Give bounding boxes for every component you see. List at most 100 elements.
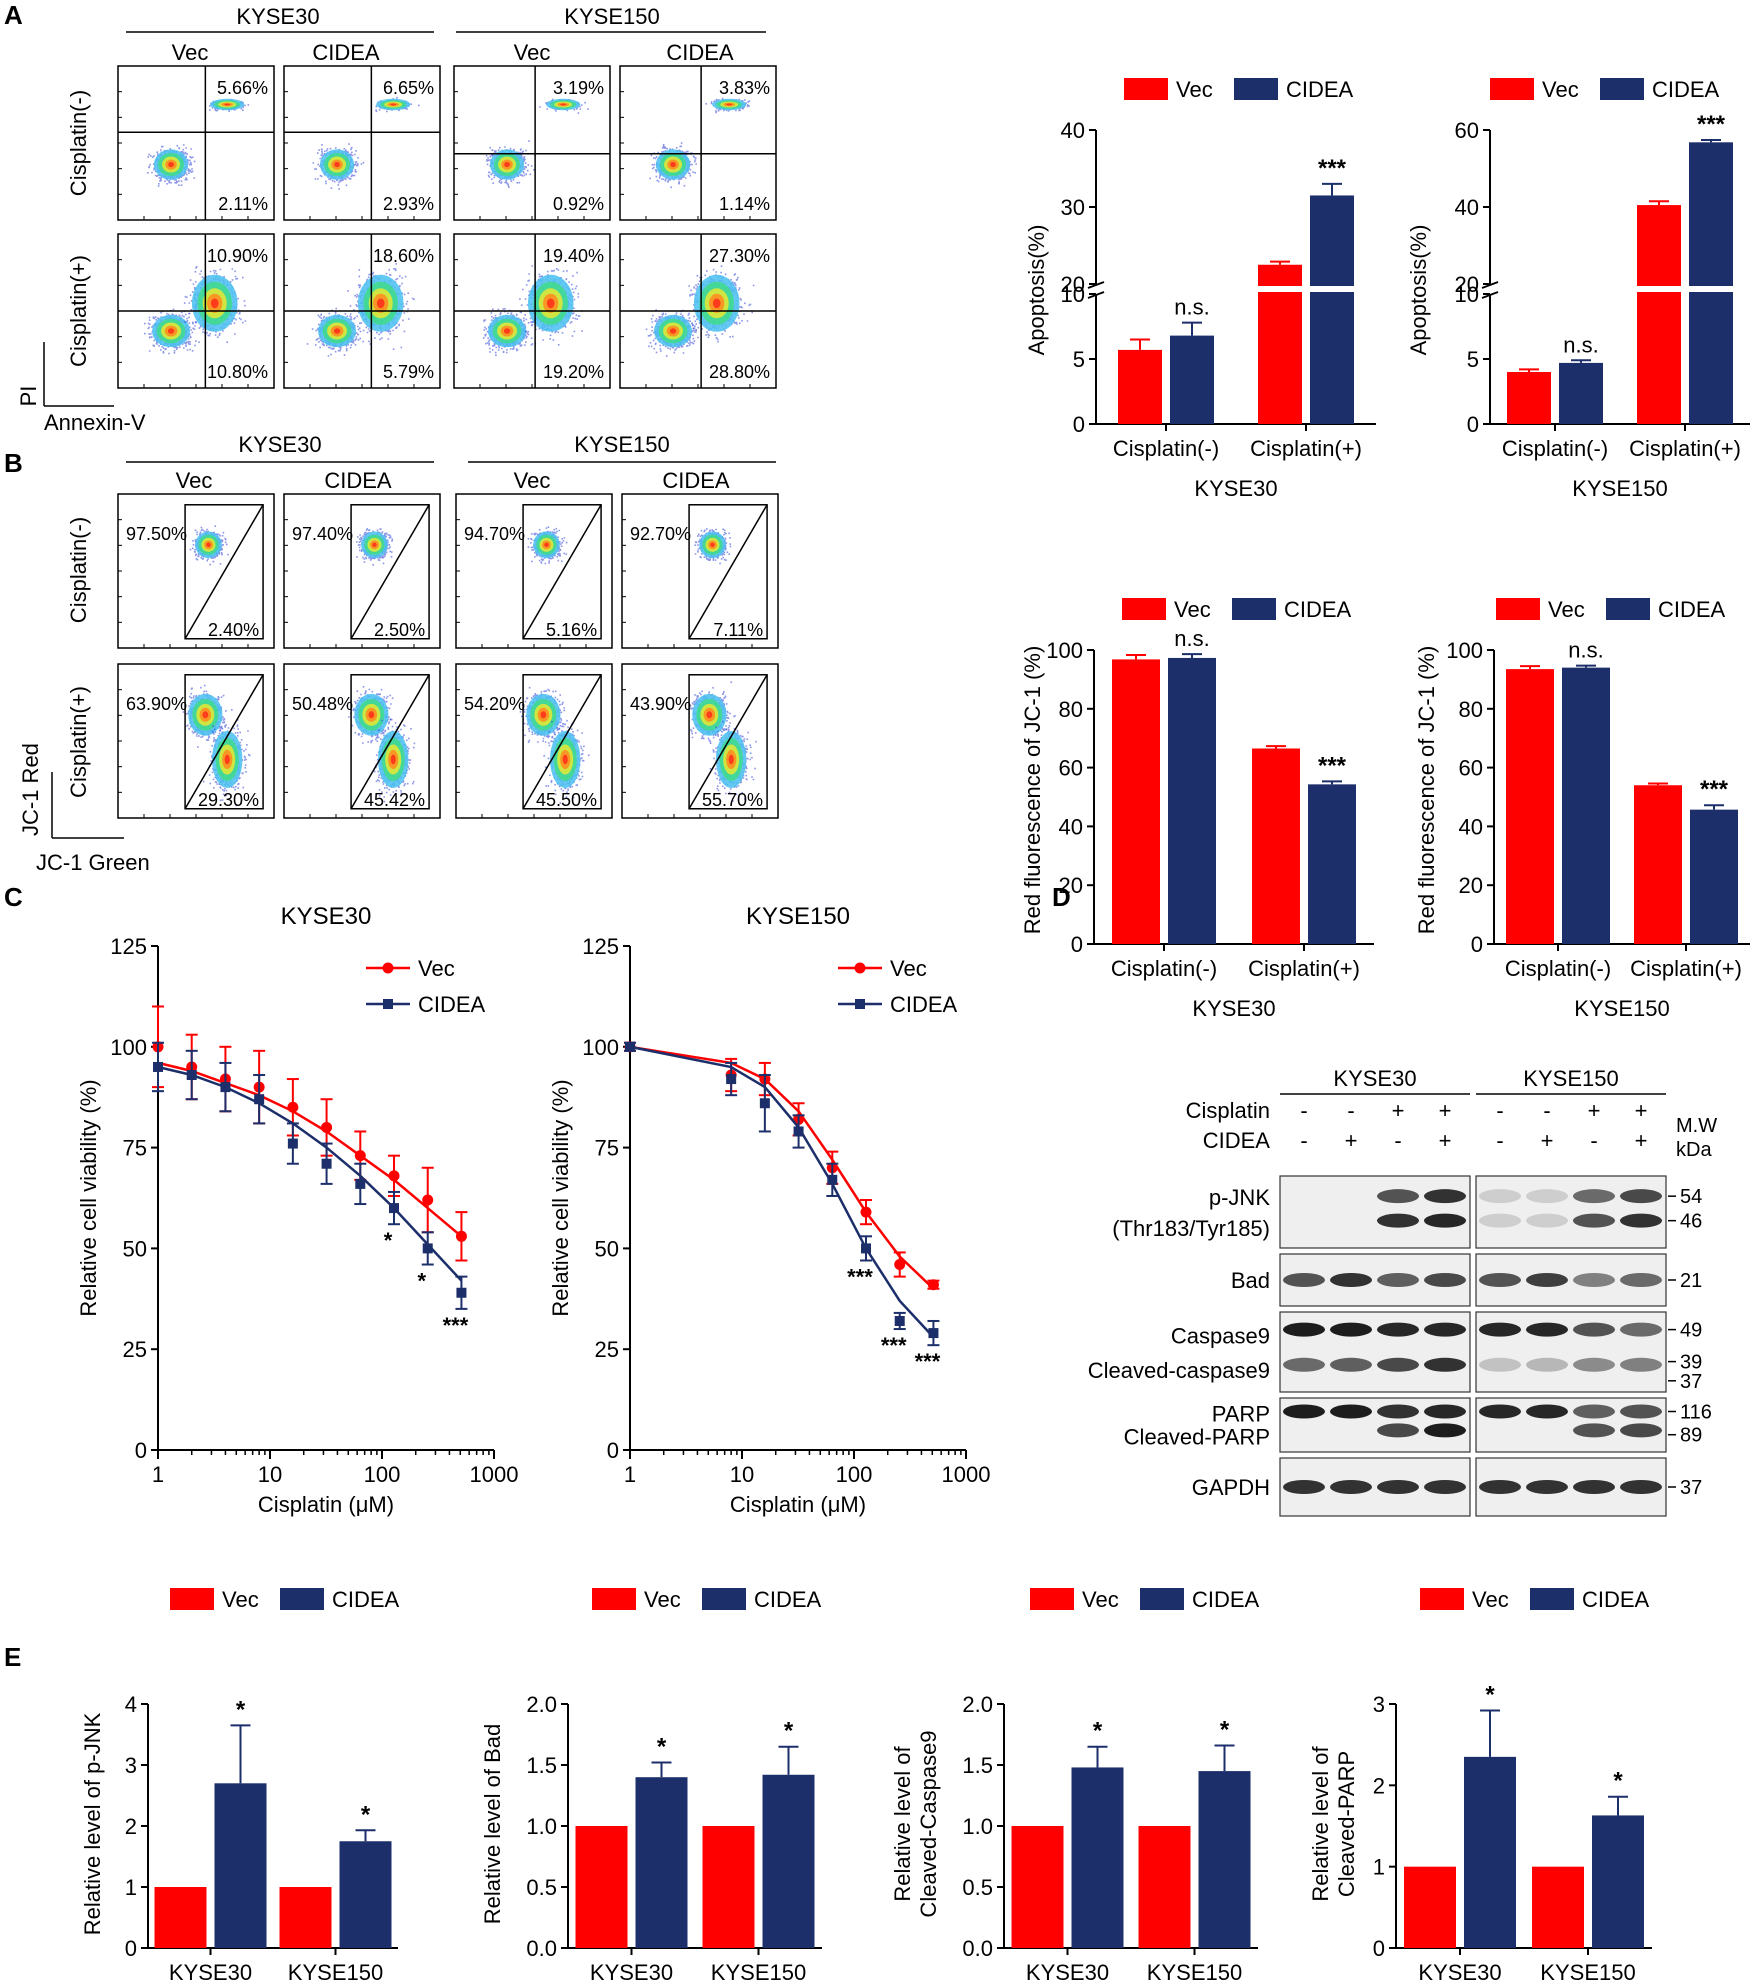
- red-percent: 97.50%: [126, 524, 187, 544]
- treatment-row-label: CIDEA: [1203, 1128, 1271, 1153]
- bar-vec: [1138, 1826, 1191, 1948]
- lane-cisplatin-sign: +: [1635, 1098, 1648, 1123]
- bar-cidea: [339, 1841, 392, 1948]
- lane-cisplatin-sign: -: [1496, 1098, 1503, 1123]
- chart-title: KYSE150: [746, 903, 850, 930]
- blot-band: [1526, 1357, 1568, 1372]
- density-contour: [726, 103, 733, 106]
- significance-label: ***: [915, 1349, 941, 1374]
- blot-band: [1573, 1480, 1615, 1494]
- bar-break-gap: [1257, 286, 1303, 292]
- bar-cidea: [1071, 1767, 1124, 1948]
- x-category-label: Cisplatin(+): [1250, 436, 1362, 461]
- legend-swatch-vec: [1490, 78, 1534, 100]
- mw-header: kDa: [1676, 1139, 1712, 1161]
- y-tick-label: 125: [582, 934, 619, 959]
- blot-band: [1283, 1322, 1325, 1337]
- mw-value: 46: [1680, 1211, 1702, 1233]
- y-tick-label: 0.0: [962, 1936, 993, 1961]
- y-tick-label: 1.0: [526, 1814, 557, 1839]
- point-vec: [354, 1150, 366, 1162]
- legend-swatch-cidea: [1530, 1588, 1574, 1610]
- blot-band: [1620, 1480, 1662, 1494]
- blot-band: [1479, 1189, 1521, 1204]
- legend-label-cidea: CIDEA: [1582, 1587, 1650, 1612]
- density-contour: [544, 542, 549, 548]
- mw-value: 116: [1680, 1402, 1712, 1424]
- legend-marker-vec: [854, 962, 866, 974]
- legend-label-cidea: CIDEA: [1284, 597, 1352, 622]
- quadrant-upper-percent: 3.19%: [553, 78, 604, 98]
- y-axis-title: PI: [16, 386, 41, 407]
- density-contour: [504, 162, 510, 168]
- gate-rect: [350, 674, 430, 810]
- quadrant-lower-percent: 2.11%: [218, 194, 268, 214]
- significance-label: n.s.: [1568, 638, 1603, 663]
- y-tick-label: 100: [1446, 638, 1483, 663]
- gate-diagonal: [184, 504, 264, 640]
- fit-curve-vec: [157, 1061, 463, 1238]
- y-axis-title: JC-1 Red: [18, 743, 43, 836]
- significance-label: *: [1613, 1768, 1623, 1795]
- gate-diagonal: [350, 504, 430, 640]
- gate-rect: [350, 504, 430, 640]
- gate-diagonal: [184, 674, 264, 810]
- lane-cidea-sign: +: [1345, 1128, 1358, 1153]
- y-tick-label: 0.5: [962, 1875, 993, 1900]
- blot-band: [1424, 1213, 1466, 1228]
- x-category-label: KYSE30: [1026, 1960, 1109, 1980]
- x-tick-label: 1000: [942, 1462, 991, 1487]
- x-category-label: Cisplatin(-): [1505, 956, 1611, 981]
- bar-vec: [279, 1887, 332, 1948]
- bar-vec: [154, 1887, 207, 1948]
- jc1-plot: 63.90% 29.30%: [117, 663, 275, 819]
- y-tick-label: 10: [1061, 282, 1085, 307]
- density-contour: [706, 711, 713, 719]
- blot-band: [1573, 1213, 1615, 1228]
- blot-band: [1424, 1273, 1466, 1287]
- blot-row-label: p-JNK: [1209, 1185, 1270, 1210]
- green-percent: 2.50%: [374, 620, 425, 640]
- blot-strip: [1279, 1175, 1471, 1249]
- density-contour: [368, 711, 375, 719]
- gate-rect: [184, 674, 264, 810]
- density-contour: [728, 754, 734, 765]
- density-contour: [168, 162, 174, 168]
- bar-cidea: [1170, 335, 1214, 424]
- blot-band: [1620, 1273, 1662, 1287]
- blot-band: [1330, 1404, 1372, 1419]
- x-category-label: KYSE30: [169, 1960, 252, 1980]
- blot-band: [1479, 1322, 1521, 1337]
- density-contour: [167, 328, 175, 334]
- blot-band: [1479, 1213, 1521, 1228]
- blot-row-label: Caspase9: [1171, 1324, 1270, 1349]
- lane-cidea-sign: -: [1496, 1128, 1503, 1153]
- condition-header: Vec: [514, 468, 551, 493]
- flow-plot-frame: [283, 663, 441, 819]
- significance-label: n.s.: [1563, 332, 1598, 357]
- scatter-events: [347, 263, 415, 350]
- point-cidea: [355, 1178, 366, 1189]
- point-cidea: [861, 1243, 872, 1254]
- legend-swatch-cidea: [1600, 78, 1644, 100]
- point-cidea: [726, 1074, 737, 1085]
- flow-plot-frame: [621, 493, 779, 649]
- fit-curve-vec: [629, 1045, 935, 1290]
- y-tick-label: 40: [1061, 118, 1085, 143]
- x-axis-title: KYSE150: [1574, 996, 1669, 1021]
- panel-b: B 97.50% 2.40% 97.40% 2.50% 94.70% 5.16% 92.70%…: [4, 432, 1750, 1021]
- significance-label: *: [384, 1228, 393, 1253]
- legend-label-vec: Vec: [1542, 77, 1579, 102]
- flow-plot-frame: [117, 65, 275, 221]
- legend-swatch-cidea: [702, 1588, 746, 1610]
- density-contour: [372, 542, 377, 548]
- mw-value: 21: [1680, 1270, 1702, 1292]
- legend-swatch-vec: [1122, 598, 1166, 620]
- bar-cidea: [1592, 1815, 1644, 1948]
- x-tick-label: 1: [624, 1462, 636, 1487]
- cell-line-header: KYSE150: [564, 4, 659, 29]
- density-contour: [333, 328, 341, 334]
- density-contour: [390, 754, 396, 765]
- flow-plot-frame: [453, 65, 611, 221]
